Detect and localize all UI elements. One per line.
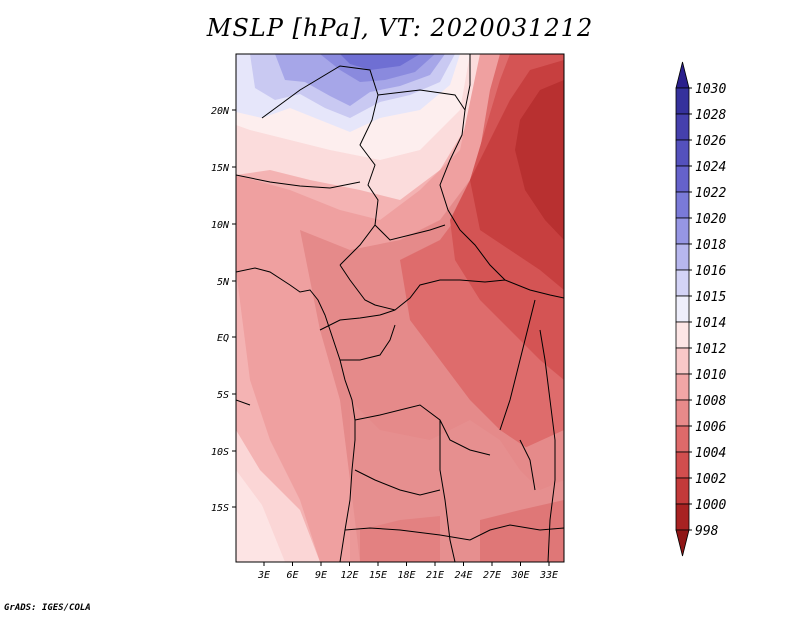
lon-tick-label: 33E: [539, 570, 558, 581]
colorbar-label: 1002: [695, 472, 726, 487]
colorbar-swatch: [675, 269, 690, 297]
colorbar-swatch: [675, 373, 690, 401]
colorbar-swatch: [675, 503, 690, 531]
colorbar-label: 1018: [695, 238, 726, 253]
colorbar-swatch: [675, 477, 690, 505]
lat-tick-label: 5N: [217, 277, 230, 288]
colorbar-swatch: [675, 451, 690, 479]
colorbar-swatch: [675, 399, 690, 427]
lon-tick-label: 12E: [340, 570, 358, 581]
pressure-field: [236, 54, 564, 562]
colorbar-label: 1012: [695, 342, 726, 357]
lon-tick-label: 9E: [315, 570, 327, 581]
plot-frame: [235, 53, 565, 563]
colorbar-swatch: [675, 529, 690, 557]
colorbar-swatch: [675, 243, 690, 271]
colorbar-label: 1028: [695, 108, 726, 123]
lon-tick-label: 21E: [426, 570, 444, 581]
colorbar-swatch: [675, 61, 690, 89]
lat-tick-label: 20N: [211, 106, 230, 117]
lon-tick-label: 6E: [286, 570, 298, 581]
colorbar-label: 1024: [695, 160, 726, 175]
country-borders: [236, 54, 564, 562]
lon-tick-label: 15E: [369, 570, 387, 581]
colorbar-swatch: [675, 139, 690, 167]
lon-tick-label: 27E: [483, 570, 501, 581]
colorbar-swatch: [675, 165, 690, 193]
colorbar: 1030 1028 1026 1024 1022 1020 1018 1016 1015 1014…: [675, 61, 726, 557]
colorbar-label: 1016: [695, 264, 726, 279]
colorbar-label: 1026: [695, 134, 726, 149]
lat-tick-label: 5S: [217, 390, 229, 401]
colorbar-label: 1000: [695, 498, 726, 513]
lat-tick-label: 10S: [211, 447, 229, 458]
colorbar-swatch: [675, 87, 690, 115]
lat-tick-label: 15S: [211, 503, 229, 514]
colorbar-label: 1030: [695, 82, 726, 97]
grads-credit: GrADS: IGES/COLA: [4, 603, 91, 613]
colorbar-label: 1004: [695, 446, 726, 461]
colorbar-swatch: [675, 321, 690, 349]
colorbar-label: 1015: [695, 290, 726, 305]
colorbar-swatch: [675, 347, 690, 375]
colorbar-label: 1022: [695, 186, 726, 201]
colorbar-label: 1014: [695, 316, 726, 331]
lon-tick-label: 24E: [454, 570, 472, 581]
colorbar-swatch: [675, 295, 690, 323]
colorbar-label: 1010: [695, 368, 726, 383]
lat-tick-label: EQ: [217, 333, 229, 344]
colorbar-swatch: [675, 217, 690, 245]
colorbar-label: 998: [695, 524, 719, 539]
lon-tick-label: 3E: [257, 570, 270, 581]
colorbar-swatch: [675, 191, 690, 219]
colorbar-swatch: [675, 425, 690, 453]
colorbar-swatch: [675, 113, 690, 141]
lat-tick-label: 10N: [211, 220, 230, 231]
colorbar-label: 1006: [695, 420, 726, 435]
lat-tick-label: 15N: [211, 163, 230, 174]
chart-title: MSLP [hPa], VT: 2020031212: [206, 14, 594, 42]
lon-tick-label: 30E: [510, 570, 529, 581]
colorbar-label: 1008: [695, 394, 726, 409]
axis-ticks: 20N 15N 10N 5N EQ 5S 10S 15S 3E 6E 9E 12E 15E 18E 21E 2…: [211, 106, 558, 581]
lon-tick-label: 18E: [397, 570, 415, 581]
colorbar-label: 1020: [695, 212, 726, 227]
